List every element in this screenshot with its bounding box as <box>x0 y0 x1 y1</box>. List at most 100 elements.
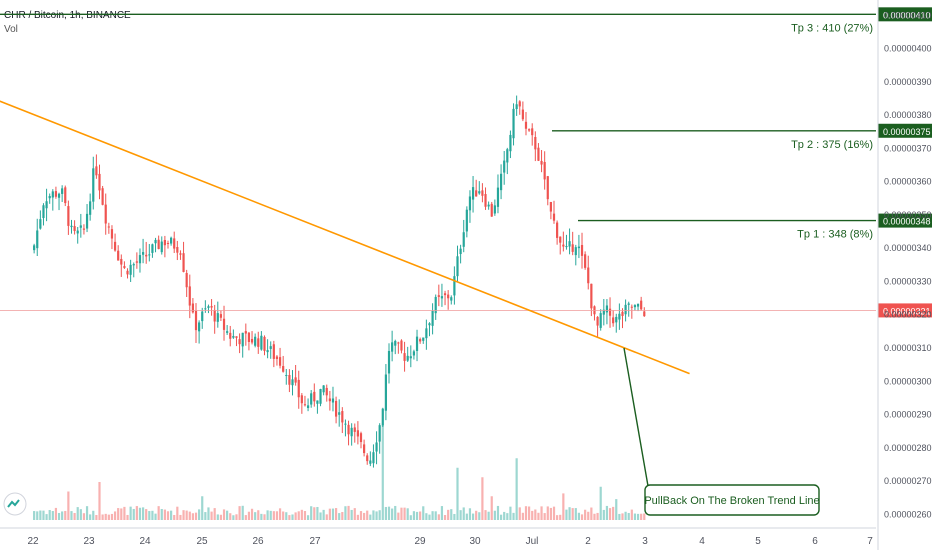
y-tick-label: 0.00000290 <box>884 410 932 420</box>
volume-bar <box>198 509 201 520</box>
target-label: Tp 3 : 410 (27%) <box>791 22 873 34</box>
candle-body <box>275 356 279 359</box>
volume-bar <box>185 510 188 520</box>
volume-bars <box>33 425 646 520</box>
volume-bar <box>316 506 319 520</box>
volume-bar <box>67 491 70 520</box>
candle-body <box>568 241 571 247</box>
candle-body <box>257 338 260 347</box>
volume-bar <box>331 508 335 520</box>
candle-body <box>282 366 285 372</box>
candle-body <box>226 331 229 333</box>
volume-bar <box>39 510 42 520</box>
candle-body <box>104 204 107 224</box>
candle-body <box>316 400 319 404</box>
volume-bar <box>319 512 322 520</box>
volume-bar <box>61 511 64 520</box>
candle-body <box>462 232 465 247</box>
volume-bar <box>453 513 456 520</box>
chart-legend: CHR / Bitcoin, 1h, BINANCE Vol <box>4 9 131 37</box>
candle-body <box>138 255 142 264</box>
candle-body <box>468 196 472 211</box>
candle-body <box>475 190 478 197</box>
candle-body <box>450 297 453 301</box>
volume-bar <box>36 511 39 520</box>
candle-body <box>363 444 366 454</box>
candle-body <box>431 310 434 326</box>
volume-bar <box>431 511 434 520</box>
candle-body <box>117 250 120 261</box>
candle-body <box>207 306 210 308</box>
target-price-text: 0.00000410 <box>883 10 931 20</box>
volume-bar <box>282 511 285 520</box>
candle-body <box>129 264 132 275</box>
candle-body <box>633 305 637 308</box>
x-tick-label: 3 <box>642 536 648 547</box>
x-tick-label: 26 <box>252 536 264 547</box>
candle-body <box>260 335 263 350</box>
volume-bar <box>235 514 238 520</box>
candle-body <box>552 213 556 221</box>
candle-body <box>618 313 621 320</box>
volume-bar <box>353 508 356 520</box>
volume-bar <box>475 510 478 520</box>
volume-bar <box>624 511 627 520</box>
candle-body <box>496 187 500 207</box>
volume-bar <box>587 511 590 520</box>
candle-body <box>82 228 86 230</box>
volume-bar <box>422 506 425 520</box>
volume-bar <box>285 512 288 520</box>
candle-body <box>394 340 397 346</box>
volume-bar <box>70 511 73 520</box>
y-tick-label: 0.00000360 <box>884 177 932 187</box>
volume-bar <box>468 508 472 520</box>
volume-bar <box>565 509 568 520</box>
volume-bar <box>571 508 574 520</box>
candle-body <box>359 433 363 443</box>
candle-body <box>400 340 403 351</box>
candle-body <box>294 377 297 383</box>
volume-bar <box>406 508 409 520</box>
volume-bar <box>496 505 500 520</box>
volume-bar <box>328 508 331 520</box>
candle-body <box>182 253 185 272</box>
volume-bar <box>593 513 596 520</box>
trend-line-path <box>0 100 690 375</box>
candle-body <box>428 323 431 326</box>
volume-bar <box>559 514 562 520</box>
annotation-box <box>644 484 820 516</box>
candle-body <box>493 205 496 214</box>
volume-bar <box>188 511 191 520</box>
candle-body <box>95 166 98 176</box>
y-tick-label: 0.00000330 <box>884 276 932 286</box>
volume-bar <box>397 512 400 520</box>
candle-body <box>132 264 135 266</box>
candle-body <box>194 310 198 331</box>
volume-bar <box>163 509 166 520</box>
candle-body <box>222 318 226 330</box>
volume-bar <box>643 513 646 520</box>
volume-bar <box>443 515 447 520</box>
x-tick-label: 29 <box>414 536 426 547</box>
candle-body <box>425 328 428 339</box>
candle-body <box>213 309 216 322</box>
volume-bar <box>76 507 79 520</box>
volume-bar <box>518 507 521 520</box>
candle-body <box>415 336 419 351</box>
candle-body <box>490 203 493 217</box>
candle-body <box>266 350 269 353</box>
x-tick-label: 23 <box>83 536 95 547</box>
volume-bar <box>322 509 325 520</box>
volume-bar <box>493 510 496 520</box>
candle-body <box>241 332 244 347</box>
candle-body <box>306 405 310 408</box>
volume-bar <box>462 507 465 520</box>
volume-bar <box>621 513 624 520</box>
volume-bar <box>515 458 518 520</box>
candle-body <box>297 379 300 398</box>
volume-bar <box>272 511 275 520</box>
volume-bar <box>440 506 444 520</box>
candle-body <box>478 191 481 194</box>
candle-body <box>378 425 381 442</box>
